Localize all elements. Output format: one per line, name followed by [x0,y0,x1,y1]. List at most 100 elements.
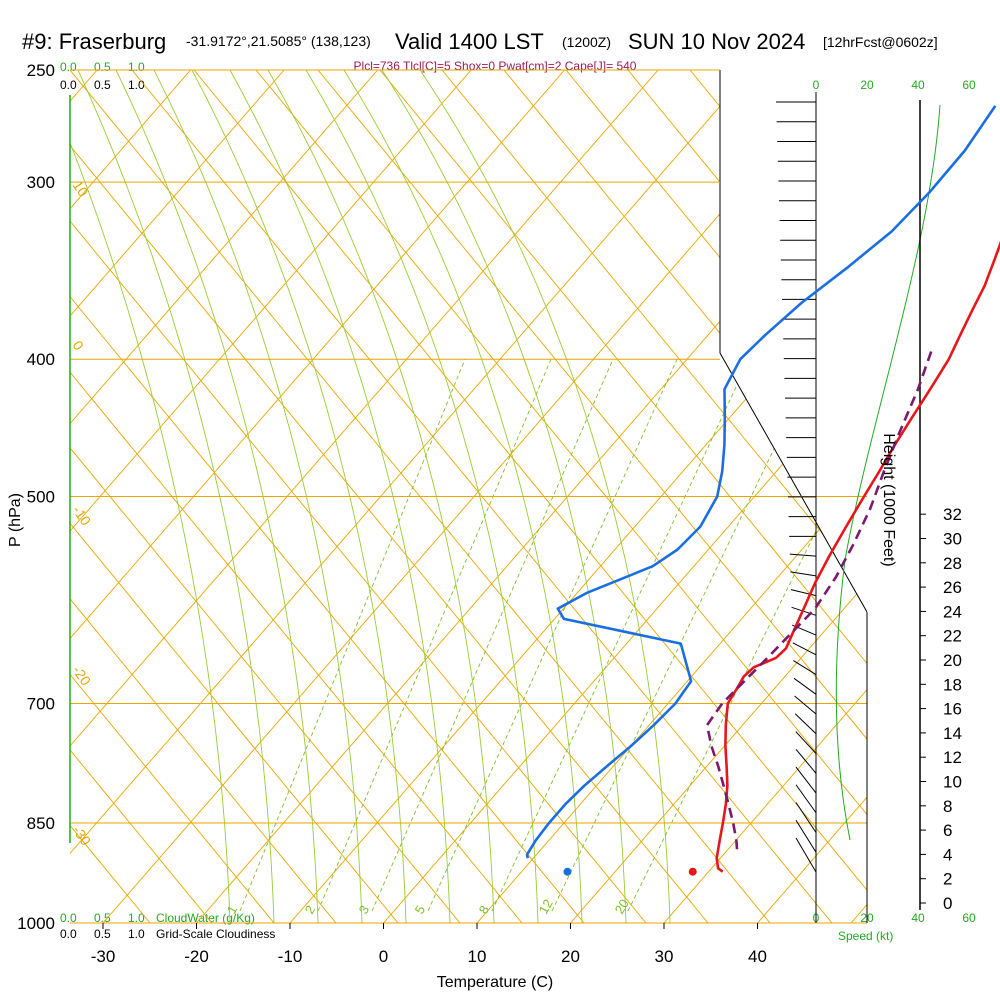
height-tick-label: 2 [943,870,952,889]
dewpoint-line [525,105,997,859]
wind-barb [794,713,817,735]
mixing-ratio-label: 3 [356,903,373,917]
wind-barb [795,731,817,754]
dry-adiabat-label: 0 [70,338,88,354]
mixing-ratio-label: 2 [302,903,319,917]
dry-adiabat-label: 10 [70,178,92,200]
wind-speed-tick-bottom: 60 [962,911,976,925]
wind-barb [795,766,817,794]
isotherm-line [663,688,867,923]
x-tick-label: 30 [655,947,674,966]
mixing-ratio-line [427,359,678,912]
height-tick-label: 10 [943,773,962,792]
moist-adiabat-line [267,70,495,923]
dry-adiabat-line [70,522,399,923]
wind-barb [794,695,817,715]
cloudwater-tick: 1.0 [128,911,145,925]
valid-date: SUN 10 Nov 2024 [628,29,805,54]
dry-adiabat-line [70,598,337,923]
pressure-tick-label: 250 [27,61,55,80]
mixing-ratio-line [239,359,466,912]
moist-adiabat-line [381,70,627,923]
temperature-line [715,240,1000,873]
dry-adiabat-label: -20 [70,663,95,689]
x-tick-label: 10 [468,947,487,966]
mixing-ratio-label: 12 [536,896,556,916]
pressure-tick-label: 850 [27,814,55,833]
wind-barb [795,784,817,814]
height-tick-label: 18 [943,675,962,694]
height-tick-label: 12 [943,748,962,767]
station-title: #9: Fraserburg [22,29,166,54]
wind-speed-tick-bottom: 20 [860,911,874,925]
wind-speed-tick-top: 0 [813,78,820,92]
cloudiness-tick: 0.5 [94,927,111,941]
isotherm-line [70,70,378,425]
wind-barb [793,677,817,695]
parcel-line [705,351,933,855]
wind-barb [790,589,817,597]
height-tick-label: 30 [943,530,962,549]
dry-adiabat-label: -30 [70,823,95,849]
valid-time: Valid 1400 LST [395,29,544,54]
height-tick-label: 0 [943,894,952,913]
wind-barb [795,802,817,833]
height-tick-label: 4 [943,845,952,864]
x-tick-label: 40 [748,947,767,966]
cloudwater-tick: 0.5 [94,60,111,74]
x-tick-label: -20 [184,947,209,966]
forecast-label: [12hrFcst@0602z] [823,34,938,50]
mixing-ratio-label: 5 [412,903,429,917]
pressure-tick-label: 1000 [17,914,55,933]
wind-barb [790,571,817,577]
station-coords: -31.9172°,21.5085° (138,123) [186,33,371,49]
top-cloud-legend: 0.0 0.5 1.0 0.0 0.5 1.0 [60,60,145,92]
cloudiness-tick: 1.0 [128,927,145,941]
wind-barb [795,819,817,853]
x-tick-label: -30 [91,947,116,966]
moist-adiabat-line [305,70,539,923]
mixing-ratio-label: 20 [612,896,632,916]
wind-barb [789,553,817,557]
wind-speed-tick-top: 40 [911,78,925,92]
height-tick-label: 6 [943,821,952,840]
surface-dewpoint-marker [563,867,572,876]
plot-mask [720,70,867,612]
x-tick-label: 0 [379,947,388,966]
height-tick-label: 16 [943,700,962,719]
cloudwater-tick: 1.0 [128,60,145,74]
moist-adiabat-line [419,70,671,923]
wind-speed-tick-bottom: 40 [911,911,925,925]
pressure-tick-label: 500 [27,488,55,507]
height-tick-label: 24 [943,602,962,621]
isotherm-line [945,70,1000,923]
wind-speed-label: Speed (kt) [838,929,893,943]
surface-temperature-marker [688,867,697,876]
dry-adiabat-label: -10 [70,503,95,529]
pressure-tick-label: 300 [27,173,55,192]
dry-adiabat-line [70,673,275,923]
bottom-cloud-legend: 0.0 0.5 1.0 CloudWater (g/Kg) 0.0 0.5 1.… [60,911,893,943]
dry-adiabat-line [565,70,867,438]
mixing-ratio-line [371,359,614,912]
cloudiness-tick: 1.0 [128,78,145,92]
height-tick-label: 32 [943,505,962,524]
height-tick-label: 26 [943,578,962,597]
isotherm-line [70,70,285,317]
mixing-ratio-label: 8 [476,903,493,917]
x-tick-label: 20 [561,947,580,966]
wind-speed-tick-top: 60 [962,78,976,92]
cloudwater-tick: 0.0 [60,60,77,74]
height-tick-label: 14 [943,724,962,743]
wind-barb [795,837,817,873]
height-tick-label: 22 [943,627,962,646]
wind-barb-panel [776,101,941,873]
height-axis-label: Height (1000 Feet) [880,433,897,566]
cloudiness-tick: 0.5 [94,78,111,92]
wind-barb [793,660,817,675]
cloudiness-tick: 0.0 [60,78,77,92]
pressure-tick-label: 700 [27,695,55,714]
wind-speed-tick-top: 20 [860,78,874,92]
